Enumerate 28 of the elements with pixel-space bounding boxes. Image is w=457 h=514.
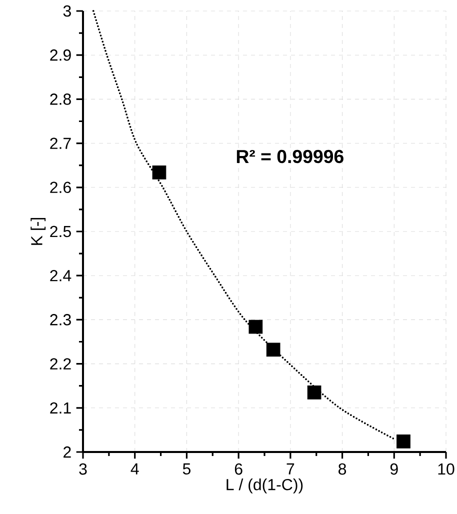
point [396, 434, 410, 448]
x-tick-label: 9 [390, 463, 398, 475]
y-tick-label: 2.5 [50, 226, 71, 238]
y-tick-label: 2.1 [50, 402, 71, 414]
x-tick-label: 3 [79, 463, 87, 475]
point [307, 386, 322, 400]
y-tick-label: 2 [64, 446, 71, 458]
y-axis-title: K [-] [30, 218, 46, 245]
point [152, 165, 166, 180]
y-tick-label: 2.4 [50, 270, 72, 282]
y-tick-label: 2.3 [50, 314, 71, 326]
x-tick-label: 6 [234, 463, 242, 475]
y-tick-label: 2.7 [50, 138, 71, 149]
y-tick-label: 2.2 [50, 358, 71, 370]
x-tick-label: 5 [182, 463, 190, 475]
x-tick-label: 10 [438, 463, 454, 475]
point [248, 320, 263, 334]
x-tick-label: 4 [130, 463, 139, 474]
point [266, 342, 280, 357]
y-tick-label: 2.9 [50, 49, 71, 61]
y-tick-label: 2.6 [50, 182, 71, 194]
x-axis-title: L / (d(1-C)) [226, 478, 303, 494]
x-tick-label: 7 [286, 463, 294, 474]
x-tick-label: 8 [338, 463, 346, 475]
y-tick-label: 3 [63, 5, 71, 17]
y-tick-label: 2.8 [50, 94, 71, 105]
annotation: R² = 0.99996 [236, 150, 344, 164]
line-series [92, 10, 396, 440]
